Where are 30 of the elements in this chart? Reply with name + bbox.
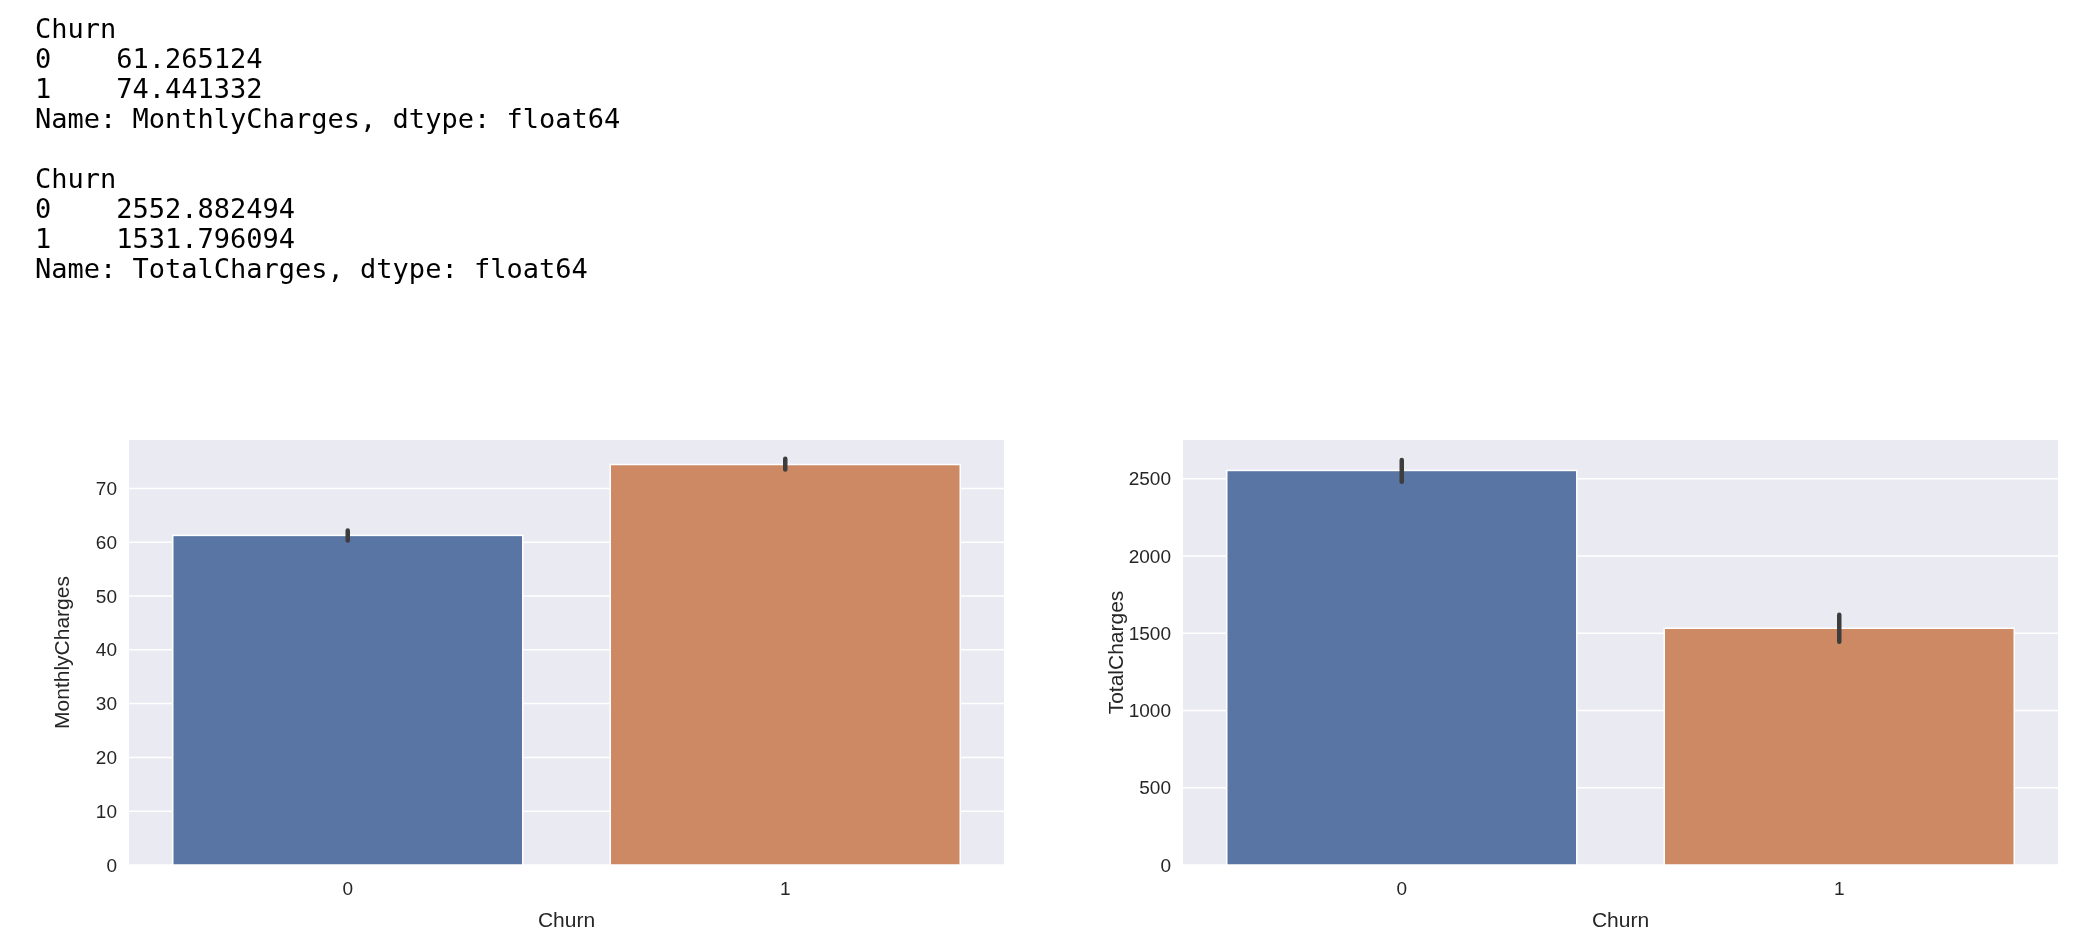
text: 0 2552.882494 bbox=[35, 193, 296, 224]
y-tick-label: 30 bbox=[95, 693, 117, 715]
text: Churn bbox=[35, 163, 117, 194]
y-tick-label: 0 bbox=[106, 854, 117, 876]
y-tick-label: 2500 bbox=[1128, 468, 1171, 490]
x-tick-label: 1 bbox=[1833, 878, 1845, 899]
x-tick-label: 0 bbox=[342, 878, 354, 899]
y-tick-label: 0 bbox=[1160, 854, 1171, 876]
x-axis-title: Churn bbox=[537, 908, 596, 931]
y-tick-label: 40 bbox=[95, 639, 117, 661]
text: 0 61.265124 bbox=[35, 43, 263, 74]
y-tick-label: 500 bbox=[1139, 777, 1171, 799]
y-axis-title: TotalCharges bbox=[1104, 590, 1127, 715]
text: Name: TotalCharges, dtype: float64 bbox=[35, 253, 588, 284]
y-tick-label: 1000 bbox=[1128, 700, 1171, 722]
x-tick-label: 0 bbox=[1396, 878, 1408, 899]
y-tick-label: 20 bbox=[95, 747, 117, 769]
y-tick-label: 1500 bbox=[1128, 622, 1171, 644]
y-tick-label: 10 bbox=[95, 800, 117, 822]
y-tick-label: 70 bbox=[95, 478, 117, 500]
text: 1 1531.796094 bbox=[35, 223, 296, 254]
y-tick-label: 50 bbox=[95, 585, 117, 607]
y-tick-label: 2000 bbox=[1128, 545, 1171, 567]
y-axis-title: MonthlyCharges bbox=[50, 576, 73, 729]
y-tick-label: 60 bbox=[95, 531, 117, 553]
text: Name: MonthlyCharges, dtype: float64 bbox=[35, 103, 621, 134]
text: Churn bbox=[35, 13, 117, 44]
text: 1 74.441332 bbox=[35, 73, 263, 104]
x-axis-title: Churn bbox=[1591, 908, 1650, 931]
x-tick-label: 1 bbox=[779, 878, 791, 899]
